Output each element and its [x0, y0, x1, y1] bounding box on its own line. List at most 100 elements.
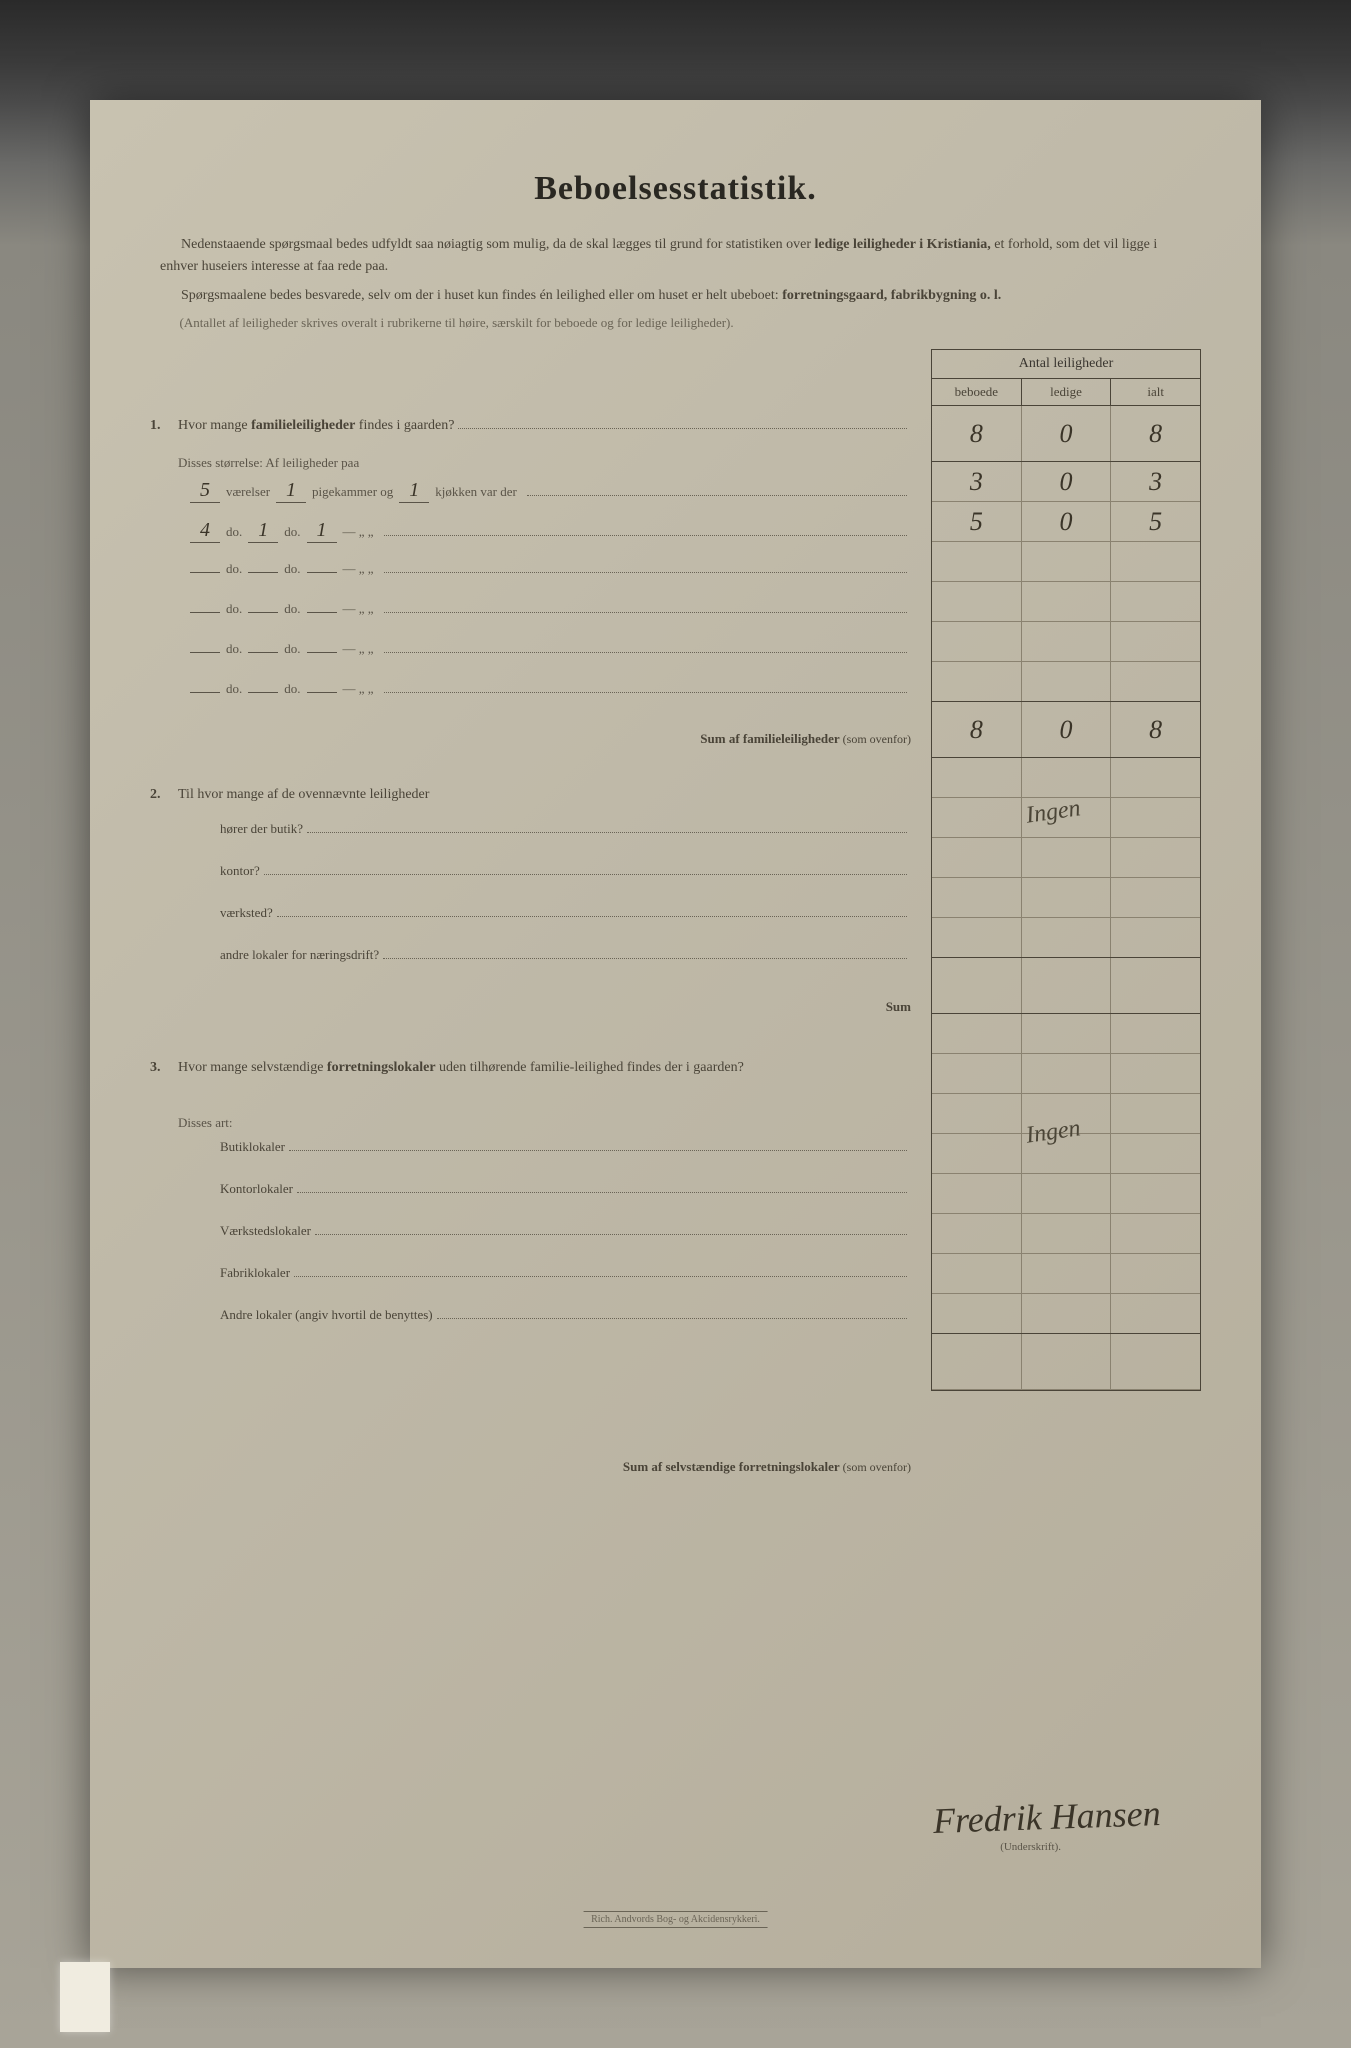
label: do.: [226, 524, 242, 540]
blank: 4: [190, 519, 220, 543]
cell: [1110, 1094, 1200, 1133]
cell: [1021, 1254, 1111, 1293]
q1-line: 5værelser1pigekammer og1kjøkken var der: [150, 479, 911, 519]
cell: [932, 918, 1021, 957]
cell: [1110, 798, 1200, 837]
cell: [1110, 758, 1200, 797]
table-row: [932, 958, 1200, 1014]
cell: 0: [1021, 702, 1111, 757]
cell: [932, 1014, 1021, 1053]
intro-p2-a: Spørgsmaalene bedes besvarede, selv om d…: [181, 288, 782, 303]
q3-subrow: Fabriklokaler: [150, 1263, 911, 1305]
label: do.: [226, 641, 242, 657]
table-row: [932, 622, 1200, 662]
blank: [248, 572, 278, 573]
cell: 8: [1110, 702, 1200, 757]
label: do.: [284, 561, 300, 577]
q1-sum-label: Sum af familieleiligheder: [700, 731, 839, 746]
blank: 1: [399, 479, 429, 503]
q2-num: 2.: [150, 787, 178, 803]
q1-line: do.do.— „ „: [150, 559, 911, 599]
label: — „ „: [343, 601, 374, 617]
cell: 3: [1110, 462, 1200, 501]
label: — „ „: [343, 641, 374, 657]
intro-p2: Spørgsmaalene bedes besvarede, selv om d…: [150, 285, 1201, 307]
table-row: [932, 662, 1200, 702]
dotline: [384, 679, 907, 693]
blank: [190, 652, 220, 653]
cell: [1110, 1214, 1200, 1253]
cell: [1021, 1174, 1111, 1213]
cell: 8: [932, 406, 1021, 461]
q3-sum: Sum af selvstændige forretningslokaler (…: [150, 1447, 911, 1487]
col-ialt: ialt: [1110, 379, 1200, 405]
table-row: [932, 582, 1200, 622]
q3-sum-label: Sum af selvstændige forretningslokaler: [623, 1459, 840, 1474]
cell: [1110, 1334, 1200, 1389]
table-row: [932, 758, 1200, 798]
cell: [1110, 918, 1200, 957]
document-page: Beboelsesstatistik. Nedenstaaende spørgs…: [90, 100, 1261, 1968]
cell: [932, 878, 1021, 917]
intro-note-text: (Antallet af leiligheder skrives overalt…: [180, 315, 734, 330]
q3-subrow: Kontorlokaler: [150, 1179, 911, 1221]
count-table: Antal leiligheder beboede ledige ialt 8 …: [931, 349, 1201, 1391]
q1-sub: Disses størrelse: Af leiligheder paa: [150, 447, 911, 479]
cell: [932, 1294, 1021, 1333]
table-row: [932, 1334, 1200, 1390]
blank: [248, 692, 278, 693]
table-row: 3 0 3: [932, 462, 1200, 502]
cell: [1021, 958, 1111, 1013]
signature: Fredrik Hansen: [933, 1792, 1162, 1842]
cell: [1110, 1134, 1200, 1173]
q1-c: findes i gaarden?: [359, 418, 455, 434]
cell: [1110, 958, 1200, 1013]
q3-num: 3.: [150, 1060, 178, 1076]
form-area: Antal leiligheder beboede ledige ialt 8 …: [150, 349, 1201, 1487]
cell: [1110, 1174, 1200, 1213]
blank: 1: [248, 519, 278, 543]
table-sum-row: 8 0 8: [932, 702, 1200, 758]
label: Værkstedslokaler: [220, 1223, 311, 1239]
label: — „ „: [343, 561, 374, 577]
q1-num: 1.: [150, 418, 178, 434]
cell: [1021, 838, 1111, 877]
intro-p1-a: Nedenstaaende spørgsmaal bedes udfyldt s…: [181, 237, 815, 252]
blank: 1: [276, 479, 306, 503]
q2-text: Til hvor mange af de ovennævnte leilighe…: [178, 787, 911, 803]
label: kjøkken var der: [435, 484, 517, 500]
q1-sum: Sum af familieleiligheder (som ovenfor): [150, 719, 911, 759]
label: do.: [226, 601, 242, 617]
q1: 1. Hvor mange familieleiligheder findes …: [150, 407, 911, 447]
dotline: [384, 522, 907, 536]
q3-subrow: Andre lokaler (angiv hvortil de benyttes…: [150, 1305, 911, 1347]
col-ledige: ledige: [1021, 379, 1111, 405]
cell: [1021, 542, 1111, 581]
microfilm-mark: [60, 1962, 110, 2032]
cell: [1021, 582, 1111, 621]
blank: 5: [190, 479, 220, 503]
cell: [1021, 1334, 1111, 1389]
intro-note: (Antallet af leiligheder skrives overalt…: [150, 315, 1201, 331]
blank: [307, 572, 337, 573]
cell: [1110, 1254, 1200, 1293]
q3-b: forretningslokaler: [327, 1060, 436, 1075]
blank: 1: [307, 519, 337, 543]
q1-b: familieleiligheder: [251, 418, 355, 434]
dotline: [527, 482, 907, 496]
dotline: [294, 1263, 907, 1277]
dotline: [437, 1305, 907, 1319]
cell: [1021, 758, 1111, 797]
label: — „ „: [343, 681, 374, 697]
q1-line: 4do.1do.1— „ „: [150, 519, 911, 559]
q1-sub-text: Disses størrelse: Af leiligheder paa: [178, 455, 911, 471]
dotline: [384, 599, 907, 613]
label: — „ „: [343, 524, 374, 540]
table-row: [932, 1254, 1200, 1294]
cell: [932, 1094, 1021, 1133]
q3-subrow: Værkstedslokaler: [150, 1221, 911, 1263]
table-row: [932, 918, 1200, 958]
q3-sub-text: Disses art:: [178, 1115, 911, 1131]
cell: [932, 798, 1021, 837]
cell: 5: [1110, 502, 1200, 541]
